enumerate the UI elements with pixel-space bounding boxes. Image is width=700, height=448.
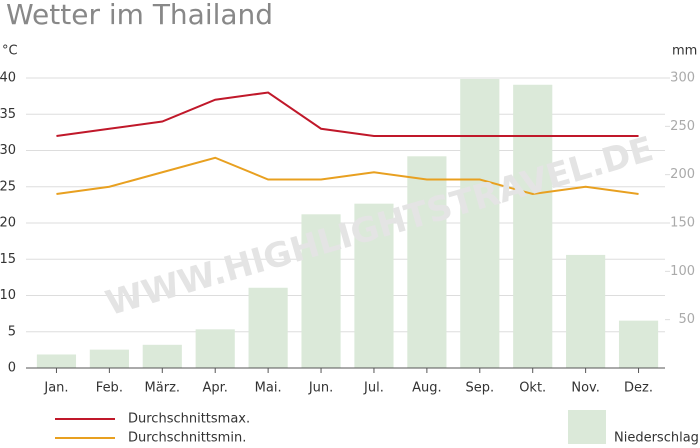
y-tick-label: 15 bbox=[0, 252, 16, 267]
x-tick-label: Jan. bbox=[43, 381, 68, 396]
y-tick-label: 30 bbox=[0, 143, 16, 158]
x-tick-label: Dez. bbox=[624, 381, 653, 396]
y-tick-label: 40 bbox=[0, 71, 16, 86]
y-tick-label: 5 bbox=[8, 324, 16, 339]
y2-axis-unit: mm bbox=[672, 44, 697, 59]
y-tick-label: 35 bbox=[0, 107, 16, 122]
bar bbox=[301, 214, 341, 368]
x-tick-label: Nov. bbox=[571, 381, 600, 396]
x-tick-label: Jun. bbox=[308, 381, 333, 396]
y2-tick-label: 150 bbox=[670, 216, 695, 231]
x-tick-label: Aug. bbox=[412, 381, 442, 396]
bar bbox=[566, 254, 606, 368]
line bbox=[56, 156, 639, 196]
x-tick-label: Mai. bbox=[255, 381, 282, 396]
chart-title: Wetter im Thailand bbox=[6, 0, 273, 31]
y-tick-label: 0 bbox=[8, 361, 16, 376]
bar bbox=[513, 84, 553, 369]
bar bbox=[407, 156, 447, 368]
bar bbox=[618, 320, 659, 368]
y2-tick-label: 50 bbox=[678, 312, 695, 327]
legend-label: Durchschnittsmin. bbox=[128, 431, 246, 446]
bar bbox=[36, 354, 77, 368]
legend-label: Durchschnittsmax. bbox=[128, 412, 250, 427]
y2-tick-label: 300 bbox=[670, 71, 695, 86]
legend-swatch bbox=[568, 410, 606, 444]
y-tick-label: 25 bbox=[0, 179, 16, 194]
x-tick-label: März. bbox=[145, 381, 180, 396]
y-tick-label: 10 bbox=[0, 288, 16, 303]
y2-tick-label: 250 bbox=[670, 119, 695, 134]
y-tick-label: 20 bbox=[0, 216, 16, 231]
bar bbox=[142, 344, 182, 368]
x-tick-label: Apr. bbox=[202, 381, 227, 396]
y2-tick-label: 200 bbox=[670, 167, 695, 182]
bar bbox=[248, 287, 288, 368]
bar bbox=[460, 78, 500, 368]
bar bbox=[89, 349, 129, 368]
x-tick-label: Sep. bbox=[465, 381, 494, 396]
y2-tick-label: 100 bbox=[670, 264, 695, 279]
x-tick-label: Feb. bbox=[96, 381, 123, 396]
line bbox=[56, 91, 639, 137]
bar bbox=[195, 329, 235, 368]
x-tick-label: Jul. bbox=[363, 381, 384, 396]
legend-label: Niederschlag bbox=[614, 431, 699, 446]
bar bbox=[354, 203, 394, 368]
y-axis-unit: °C bbox=[2, 44, 18, 59]
x-tick-label: Okt. bbox=[519, 381, 546, 396]
